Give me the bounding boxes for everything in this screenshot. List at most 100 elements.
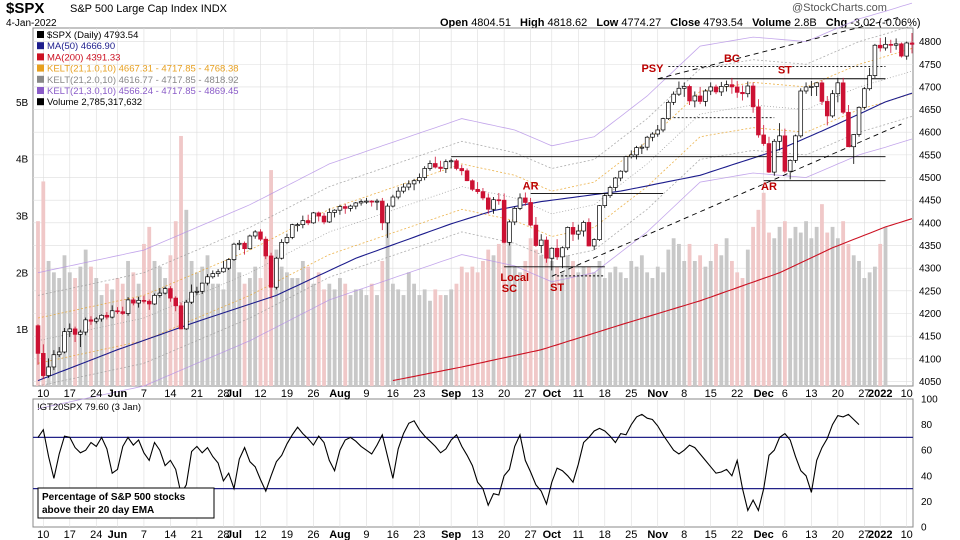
x-tick-label: Jun xyxy=(108,388,128,400)
x-tick-label: 2022 xyxy=(868,388,892,400)
candle-body xyxy=(258,231,263,240)
candle-body xyxy=(676,87,682,95)
candle-body xyxy=(687,86,692,102)
volume-bar xyxy=(104,283,109,386)
candle-body xyxy=(41,353,46,376)
candle-body xyxy=(761,134,766,144)
volume-bar xyxy=(666,249,671,386)
candle-body xyxy=(348,205,353,209)
candle-body xyxy=(146,300,152,305)
candle-body xyxy=(395,190,401,198)
volume-bar xyxy=(650,278,655,386)
candle-body xyxy=(353,202,359,207)
volume-bar xyxy=(830,226,835,386)
volume-bar xyxy=(576,272,581,386)
volume-bar xyxy=(639,255,644,386)
candle-body xyxy=(485,197,491,210)
candle-body xyxy=(634,147,639,156)
volume-bar xyxy=(253,266,258,386)
candle-body xyxy=(904,42,909,57)
volume-bar xyxy=(608,272,612,386)
legend-swatch xyxy=(37,53,44,61)
volume-bar xyxy=(618,272,623,386)
volume-bar xyxy=(184,209,189,386)
candle-body xyxy=(692,95,698,102)
x-tick-label: Nov xyxy=(647,388,669,400)
candle-body xyxy=(51,354,57,368)
candle-body xyxy=(385,205,390,224)
candle-body xyxy=(189,291,194,303)
keltner-lower-band xyxy=(37,93,913,364)
osc-x-tick-label: Aug xyxy=(329,529,350,540)
volume-tick-label: 1B xyxy=(16,325,29,336)
x-tick-label: 21 xyxy=(191,388,203,400)
volume-bar xyxy=(772,238,777,386)
volume-bar xyxy=(565,255,570,386)
volume-bar xyxy=(343,283,348,386)
volume-bar xyxy=(258,278,263,386)
volume-bar xyxy=(152,260,157,386)
x-tick-label: 20 xyxy=(498,388,510,400)
candle-body xyxy=(72,328,78,335)
volume-bar xyxy=(459,266,464,386)
candle-body xyxy=(576,230,581,235)
candle-body xyxy=(380,200,385,224)
candle-body xyxy=(311,212,316,224)
candle-body xyxy=(358,201,364,204)
volume-layer xyxy=(36,135,888,386)
x-tick-label: 12 xyxy=(254,388,266,400)
candle-body xyxy=(840,82,846,113)
x-tick-label: 17 xyxy=(64,388,76,400)
osc-x-tick-label: 12 xyxy=(254,529,266,540)
candle-body xyxy=(120,311,126,314)
volume-bar xyxy=(274,249,279,386)
candle-body xyxy=(814,82,819,87)
keltner-upper-band xyxy=(37,48,913,319)
candle-body xyxy=(321,215,327,223)
candle-body xyxy=(464,170,470,182)
volume-bar xyxy=(195,272,199,386)
x-tick-label: 13 xyxy=(805,388,817,400)
candle-body xyxy=(893,43,899,46)
volume-bar xyxy=(380,260,385,386)
oscillator-layer: !GT20SPX 79.60 (3 Jan) Percentage of S&P … xyxy=(33,402,913,519)
close-label: Close xyxy=(670,17,701,29)
candle-body xyxy=(809,86,814,88)
candle-body xyxy=(602,195,608,206)
volume-bar xyxy=(438,295,443,386)
keltner-lower-band xyxy=(37,138,913,410)
volume-bar xyxy=(168,255,173,386)
candle-body xyxy=(703,90,708,102)
high-label: High xyxy=(520,17,545,29)
volume-bar xyxy=(226,266,231,386)
osc-x-tick-label: 25 xyxy=(625,529,637,540)
volume-bar xyxy=(412,283,416,386)
open-value: 4804.51 xyxy=(471,17,511,29)
volume-bar xyxy=(205,255,210,386)
osc-x-tick-label: 28 xyxy=(217,529,229,540)
x-tick-label: 19 xyxy=(281,388,293,400)
osc-x-tick-label: 7 xyxy=(141,529,147,540)
volume-bar xyxy=(263,243,268,386)
candle-body xyxy=(194,290,200,293)
volume-bar xyxy=(364,295,369,386)
candle-body xyxy=(846,111,851,148)
candle-body xyxy=(681,86,687,89)
volume-label: Volume xyxy=(752,17,792,29)
osc-x-tick-label: Oct xyxy=(543,529,562,540)
x-tick-label: 26 xyxy=(307,388,319,400)
volume-bar xyxy=(89,266,93,386)
candle-body xyxy=(67,328,73,332)
candle-body xyxy=(205,276,210,284)
candle-body xyxy=(332,209,337,213)
volume-bar xyxy=(507,238,512,386)
volume-bar xyxy=(417,295,422,386)
volume-bar xyxy=(804,221,808,386)
volume-bar xyxy=(300,260,305,386)
volume-bar xyxy=(661,272,665,386)
candle-body xyxy=(507,221,512,243)
candle-body xyxy=(660,118,666,131)
x-tick-label: 18 xyxy=(599,388,611,400)
volume-value: 2.8B xyxy=(794,17,817,29)
